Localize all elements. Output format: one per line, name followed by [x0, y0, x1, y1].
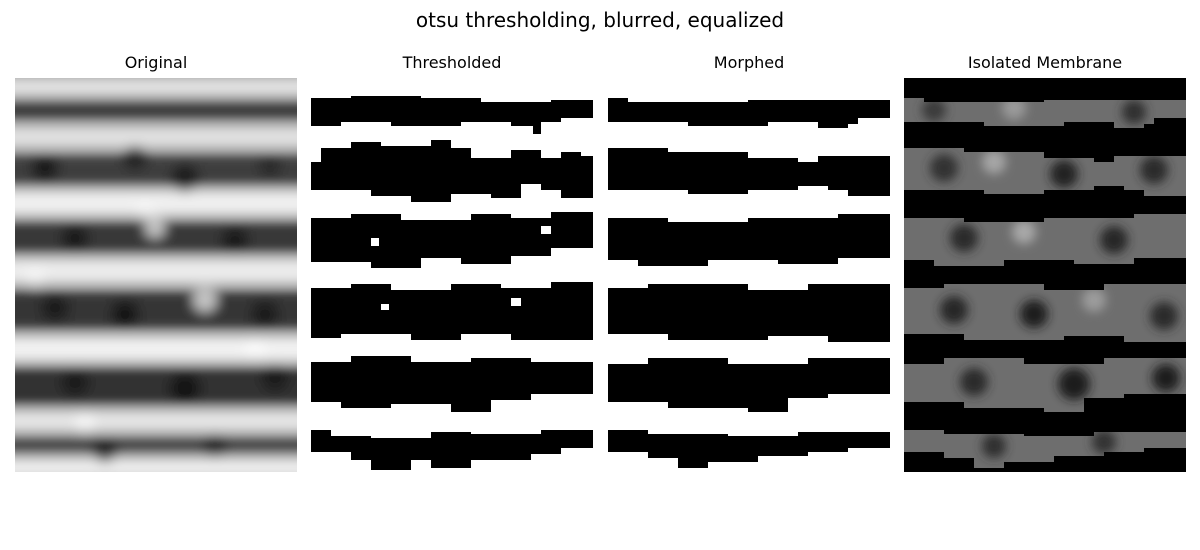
original-image: [15, 78, 297, 472]
panel-title-thresholded: Thresholded: [402, 53, 502, 72]
figure-title: otsu thresholding, blurred, equalized: [415, 8, 785, 32]
isolated-membrane-image: [904, 78, 1186, 472]
panel-title-original: Original: [124, 53, 188, 72]
panel-title-isolated-membrane: Isolated Membrane: [967, 53, 1123, 72]
panel-title-morphed: Morphed: [713, 53, 785, 72]
thresholded-mask: [311, 78, 593, 472]
panel-morphed: Morphed: [608, 53, 890, 472]
panel-isolated-membrane: Isolated Membrane: [904, 53, 1186, 472]
panel-original: Original: [15, 53, 297, 472]
morphed-mask: [608, 78, 890, 472]
panel-thresholded: Thresholded: [311, 53, 593, 472]
